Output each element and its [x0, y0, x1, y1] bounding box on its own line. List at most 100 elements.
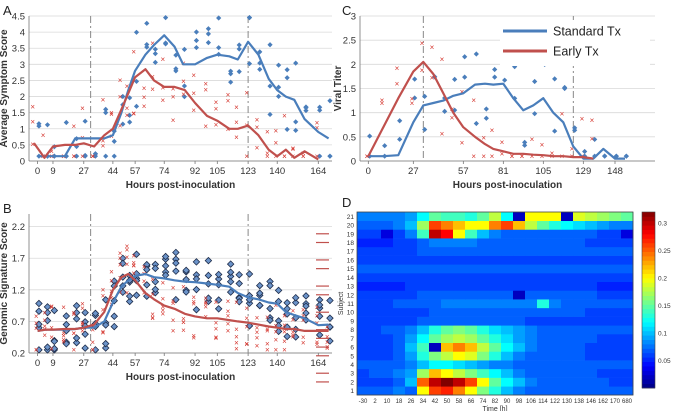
x-tick-label: 164 [310, 166, 326, 177]
heatmap-cell [561, 246, 574, 256]
colorbar-segment [642, 374, 655, 380]
heatmap-cell [561, 342, 574, 352]
heatmap-cell [417, 351, 430, 361]
heatmap-cell [465, 238, 478, 248]
marker-early: × [125, 82, 130, 91]
heatmap-cell [597, 377, 610, 387]
marker-early: × [191, 331, 196, 340]
heatmap-cell [381, 238, 394, 248]
heatmap-cell [369, 334, 382, 344]
time-tick-label: 170 [610, 399, 621, 405]
heatmap-cell [597, 229, 610, 239]
marker-early: × [315, 338, 320, 347]
marker-standard [35, 299, 43, 308]
marker-early: × [570, 145, 575, 154]
marker-early: × [291, 144, 296, 153]
heatmap-cell [609, 299, 622, 309]
marker-standard [132, 291, 141, 300]
colorbar-segment [642, 273, 655, 279]
heatmap-cell [621, 220, 634, 230]
marker-early: × [530, 152, 535, 161]
marker-standard [226, 260, 235, 268]
marker-early: × [291, 315, 296, 324]
colorbar-segment [642, 366, 655, 371]
marker-standard [81, 344, 89, 352]
marker-early: × [203, 122, 208, 131]
subject-tick-label: 19 [347, 231, 355, 238]
marker-early: × [540, 141, 545, 150]
heatmap-cell [369, 299, 382, 309]
heatmap-cell [405, 238, 418, 248]
heatmap-cell [441, 212, 454, 222]
heatmap-cell [489, 360, 502, 370]
marker-standard [284, 67, 290, 73]
marker-standard [43, 316, 52, 325]
heatmap-cell [477, 264, 490, 274]
subject-tick-label: 10 [347, 310, 355, 317]
y-tick-label: 1.2 [12, 285, 25, 296]
time-tick-label: 2 [373, 399, 377, 405]
colorbar-tick-label: 0.2 [658, 276, 667, 283]
marker-early: × [226, 311, 231, 320]
marker-early: × [161, 310, 166, 319]
heatmap-cell [477, 220, 490, 230]
time-tick-label: 66 [468, 399, 475, 405]
heatmap-cell [381, 351, 394, 361]
x-axis-label: Hours post-inoculation [453, 180, 562, 191]
marker-early: × [481, 133, 486, 142]
heatmap-cell [393, 273, 406, 283]
y-tick-label: 1 [351, 108, 356, 119]
marker-standard [152, 51, 158, 57]
marker-standard [315, 301, 324, 309]
marker-early: × [171, 326, 176, 335]
marker-standard [81, 308, 89, 317]
marker-early: × [265, 325, 270, 334]
marker-early: × [282, 346, 287, 355]
heatmap-cell [357, 325, 370, 335]
marker-standard [152, 59, 158, 66]
heatmap-cell [441, 281, 454, 291]
heatmap-cell [381, 316, 394, 326]
marker-early: × [118, 261, 123, 270]
heatmap-cell [513, 264, 526, 274]
marker-early: × [30, 117, 35, 126]
heatmap-cell [381, 368, 394, 378]
marker-early: × [125, 253, 130, 262]
heatmap-cell [441, 386, 454, 396]
marker-early: × [255, 143, 260, 152]
heatmap-cell [357, 334, 370, 344]
time-tick-label: 122 [550, 399, 561, 405]
heatmap-cell [381, 220, 394, 230]
colorbar-segment [642, 348, 655, 354]
marker-early: × [244, 339, 249, 348]
heatmap-cell [513, 220, 526, 230]
marker-early: × [244, 340, 249, 349]
marker-early: × [142, 102, 147, 111]
marker-early: × [234, 338, 239, 347]
heatmap-cell [513, 360, 526, 370]
heatmap-cell [573, 316, 586, 326]
marker-standard [103, 153, 109, 159]
heatmap-cell [465, 360, 478, 370]
heatmap-cell [501, 368, 514, 378]
heatmap-cell [501, 238, 514, 248]
marker-standard [267, 42, 273, 48]
marker-standard [182, 288, 190, 296]
marker-standard [36, 121, 42, 127]
marker-early: × [171, 283, 176, 292]
heatmap-cell [417, 368, 430, 378]
heatmap-cell [453, 212, 466, 222]
marker-early: × [560, 110, 565, 119]
heatmap-cell [393, 351, 406, 361]
heatmap-cell [405, 299, 418, 309]
heatmap-cell [357, 342, 370, 352]
heatmap-cell [501, 290, 514, 300]
heatmap-cell [501, 342, 514, 352]
heatmap-cell [609, 255, 622, 265]
x-tick-label: 27 [408, 166, 419, 177]
marker-standard [151, 285, 160, 294]
heatmap-cell [621, 316, 634, 326]
marker-early: × [274, 346, 279, 355]
marker-early: × [550, 149, 555, 158]
heatmap-cell [597, 255, 610, 265]
